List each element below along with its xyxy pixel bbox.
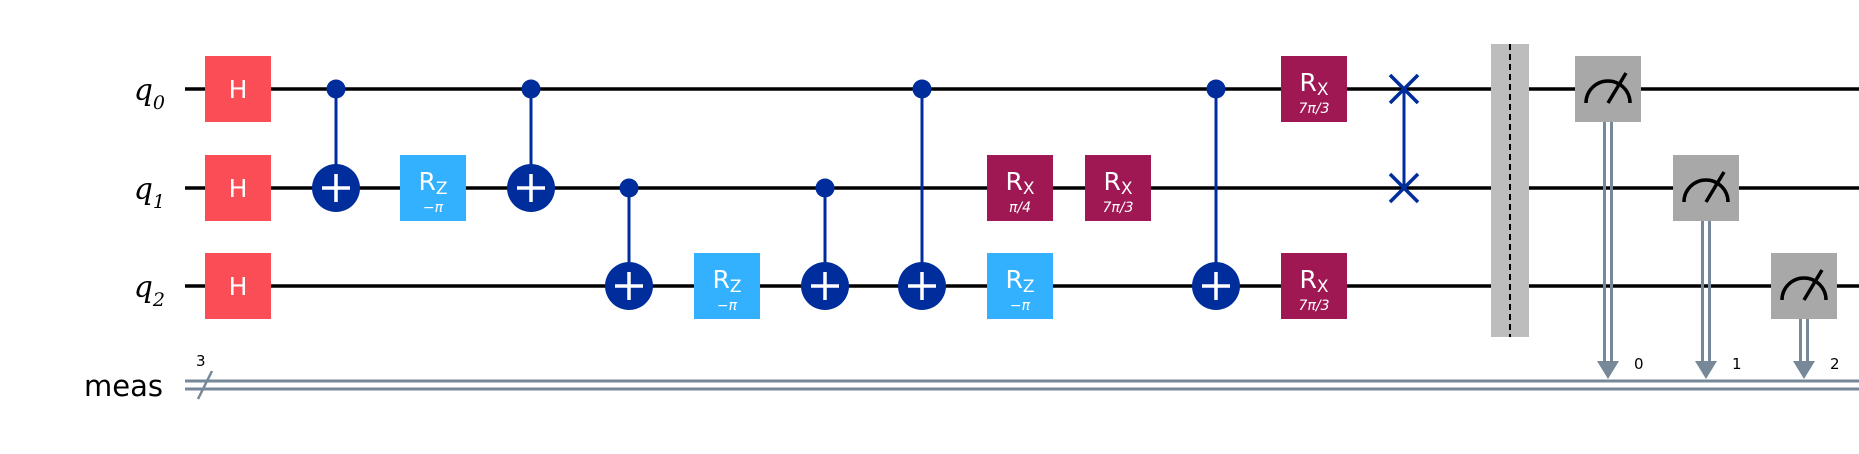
qubit-label-1: q1 (134, 172, 165, 213)
cnot-control-dot (619, 178, 639, 198)
measure-meter-arc (1780, 276, 1828, 301)
rotation-gate-param: 7π/3 (1103, 200, 1134, 216)
rotation-gate-base: R (1005, 167, 1022, 196)
measure-gate (1575, 56, 1641, 122)
measure-bit-index: 0 (1634, 355, 1644, 373)
rotation-gate-param: −π (1010, 298, 1031, 314)
rotation-gate-base: R (1299, 68, 1316, 97)
rx-gate (987, 155, 1053, 221)
measure-meter-needle (1704, 171, 1726, 203)
hadamard-gate-label: H (229, 75, 248, 104)
rotation-gate-axis: X (1023, 179, 1035, 199)
measure-meter-arc (1584, 79, 1632, 104)
rx-gate (1281, 56, 1347, 122)
measure-meter-needle (1606, 72, 1628, 104)
rotation-gate-axis: Z (1023, 277, 1035, 297)
rz-gate (400, 155, 466, 221)
measure-meter-arc (1682, 178, 1730, 203)
hadamard-gate (205, 56, 271, 122)
rotation-gate-param: 7π/3 (1299, 101, 1330, 117)
rotation-gate-base: R (1005, 265, 1022, 294)
rz-gate (987, 253, 1053, 319)
rotation-gate-param: 7π/3 (1299, 298, 1330, 314)
classical-bus-slash (196, 370, 214, 400)
measure-arrow-head (1597, 361, 1619, 379)
qubit-label-sub: 0 (153, 92, 165, 114)
measure-bit-index: 1 (1732, 355, 1742, 373)
qubit-label-base: q (134, 73, 153, 108)
measure-bit-index: 2 (1830, 355, 1840, 373)
rotation-gate-name: RX (1299, 68, 1328, 100)
qubit-label-sub: 1 (153, 191, 165, 213)
qubit-label-0: q0 (134, 73, 165, 114)
cnot-control-dot (912, 79, 932, 99)
measure-arrow-head (1695, 361, 1717, 379)
rotation-gate-base: R (712, 265, 729, 294)
hadamard-gate (205, 253, 271, 319)
measure-gate (1673, 155, 1739, 221)
rotation-gate-base: R (1299, 265, 1316, 294)
circuit-wires: 3 (185, 87, 1859, 400)
qubit-label-sub: 2 (152, 289, 165, 311)
rotation-gate-axis: X (1317, 277, 1329, 297)
measure-gate (1771, 253, 1837, 319)
rotation-gate-base: R (418, 167, 435, 196)
cnot-control-dot (521, 79, 541, 99)
rotation-gate-name: RZ (712, 265, 741, 297)
rotation-gate-axis: X (1317, 80, 1329, 100)
rotation-gate-axis: X (1121, 179, 1133, 199)
rotation-gate-base: R (1103, 167, 1120, 196)
measure-arrow-head (1793, 361, 1815, 379)
hadamard-gate-label: H (229, 272, 248, 301)
rotation-gate-param: π/4 (1009, 200, 1031, 216)
cnot-control-dot (815, 178, 835, 198)
rotation-gate-name: RX (1299, 265, 1328, 297)
rotation-gate-axis: Z (730, 277, 742, 297)
rotation-gate-axis: Z (436, 179, 448, 199)
swap-cross (1388, 172, 1420, 204)
rotation-gate-name: RZ (1005, 265, 1034, 297)
hadamard-gate (205, 155, 271, 221)
rx-gate (1281, 253, 1347, 319)
rotation-gate-param: −π (717, 298, 738, 314)
qubit-label-base: q (134, 172, 153, 207)
qubit-label-2: q2 (134, 270, 165, 311)
rotation-gate-name: RX (1005, 167, 1034, 199)
rx-gate (1085, 155, 1151, 221)
rz-gate (694, 253, 760, 319)
qubit-label-base: q (134, 270, 153, 305)
cnot-control-dot (1206, 79, 1226, 99)
measure-meter-needle (1802, 269, 1824, 301)
swap-cross (1388, 73, 1420, 105)
cnot-control-dot (326, 79, 346, 99)
classical-register-label: meas (84, 369, 163, 403)
hadamard-gate-label: H (229, 174, 248, 203)
classical-register-size: 3 (196, 352, 206, 370)
rotation-gate-name: RZ (418, 167, 447, 199)
rotation-gate-param: −π (423, 200, 444, 216)
rotation-gate-name: RX (1103, 167, 1132, 199)
